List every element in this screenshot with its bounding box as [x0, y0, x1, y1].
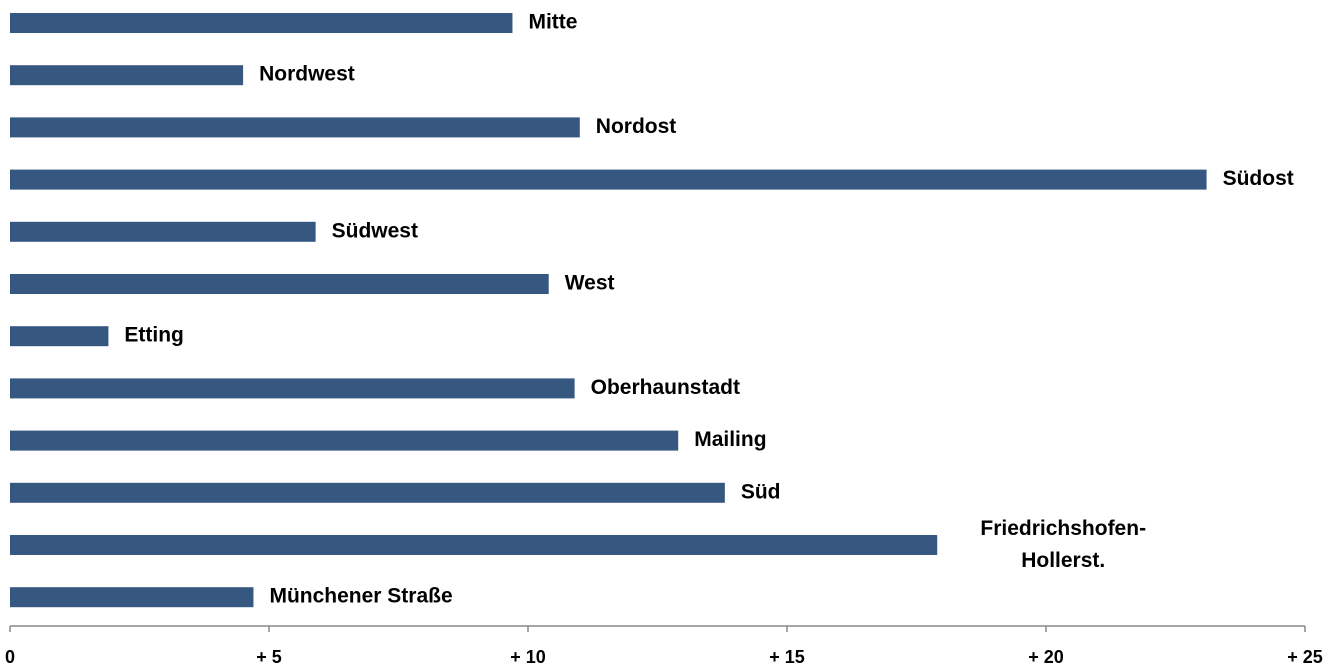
- category-label: Nordwest: [259, 63, 355, 86]
- bar: [10, 13, 513, 33]
- category-label: Oberhaunstadt: [591, 376, 740, 399]
- category-label: Süd: [741, 480, 781, 503]
- x-tick-label: + 5: [256, 647, 282, 667]
- bar: [10, 221, 316, 242]
- bar: [10, 117, 580, 138]
- x-tick-label: + 20: [1028, 647, 1064, 667]
- bar: [10, 326, 109, 347]
- category-label: Nordost: [596, 115, 677, 138]
- bar: [10, 587, 254, 608]
- category-label: Südost: [1223, 167, 1294, 190]
- category-label: Münchener Straße: [269, 585, 452, 608]
- bar: [10, 378, 575, 399]
- category-label: Etting: [124, 324, 183, 347]
- category-label: Friedrichshofen-Hollerst.: [980, 517, 1146, 572]
- x-tick-label: 0: [5, 647, 15, 667]
- category-label: Mitte: [528, 11, 577, 34]
- category-label: West: [565, 272, 615, 295]
- bar: [10, 535, 938, 555]
- bar: [10, 169, 1207, 190]
- bar: [10, 65, 244, 86]
- bar: [10, 430, 679, 451]
- x-tick-label: + 25: [1287, 647, 1323, 667]
- category-label: Mailing: [694, 428, 766, 451]
- bar: [10, 482, 725, 503]
- bar: [10, 274, 549, 294]
- x-tick-label: + 15: [769, 647, 805, 667]
- category-label: Südwest: [332, 219, 418, 242]
- x-tick-label: + 10: [510, 647, 546, 667]
